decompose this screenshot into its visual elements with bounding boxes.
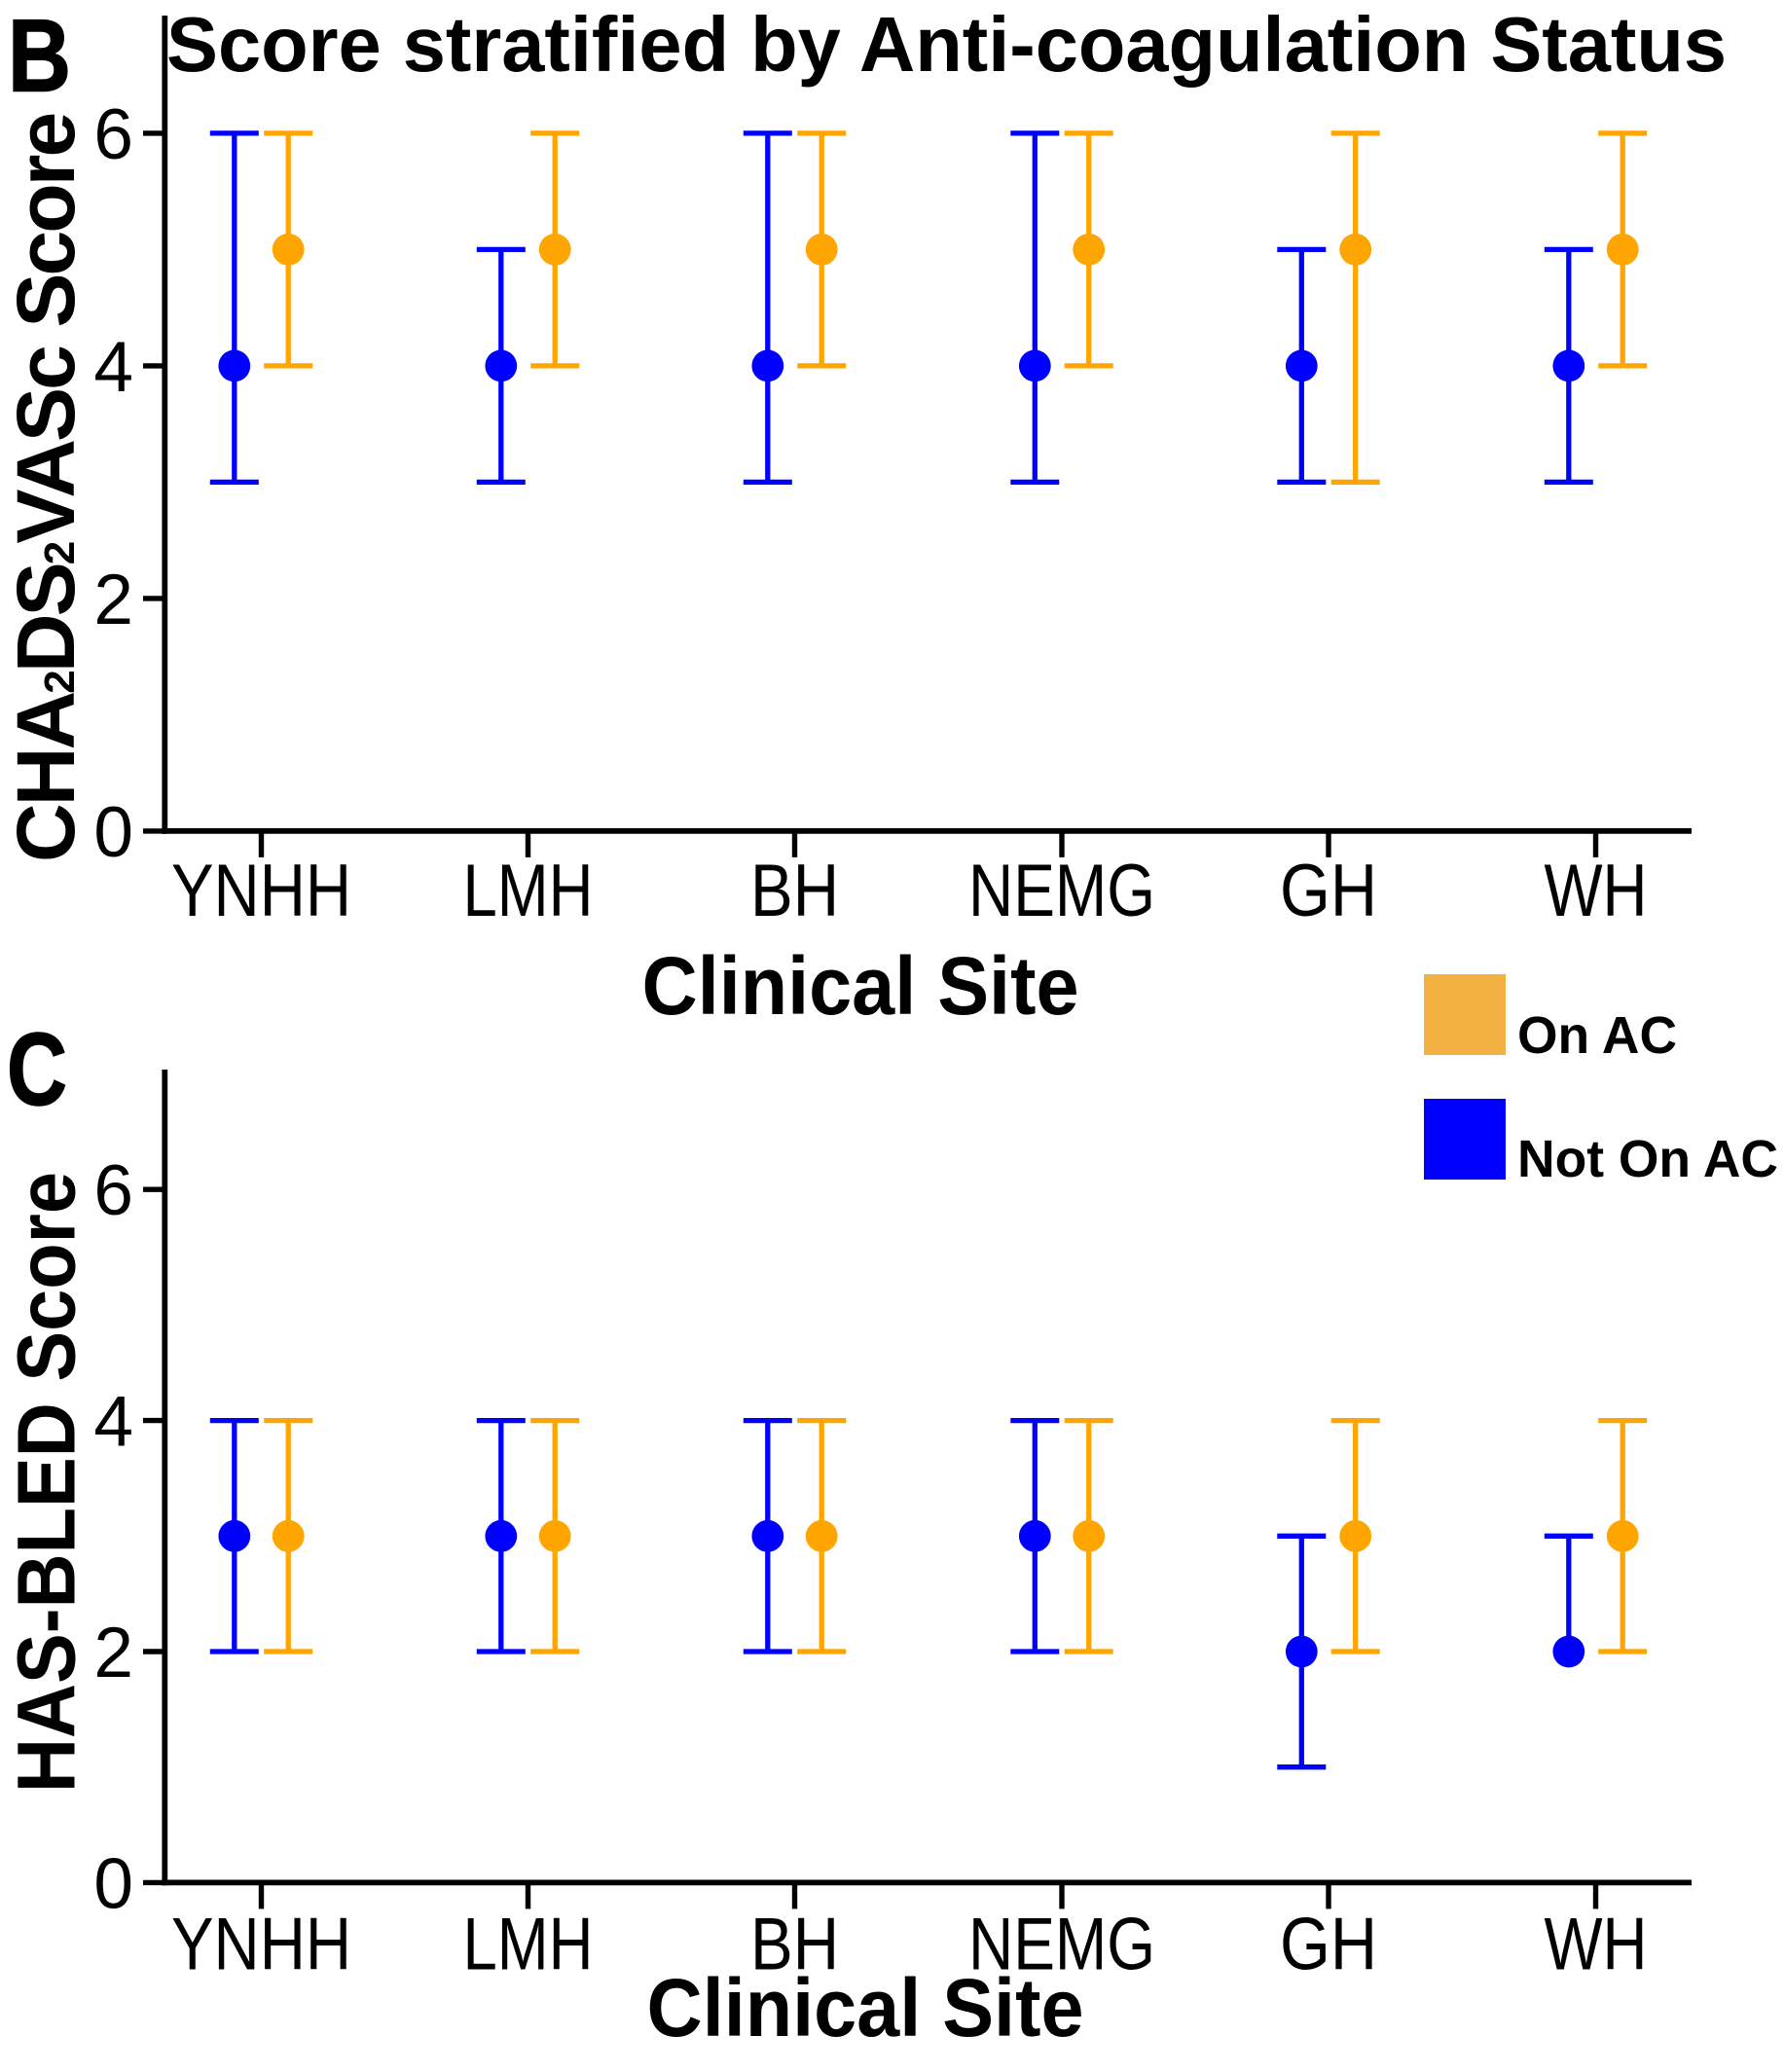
- svg-text:Not On AC: Not On AC: [1517, 1130, 1778, 1188]
- svg-text:HAS-BLED Score: HAS-BLED Score: [1, 1172, 92, 1793]
- svg-text:6: 6: [93, 95, 133, 174]
- svg-text:LMH: LMH: [463, 1904, 594, 1986]
- svg-text:LMH: LMH: [463, 850, 594, 932]
- svg-text:2: 2: [93, 1614, 133, 1692]
- svg-text:2: 2: [93, 561, 133, 639]
- svg-text:0: 0: [93, 793, 133, 872]
- svg-text:C: C: [7, 1012, 67, 1127]
- svg-text:WH: WH: [1545, 850, 1648, 932]
- svg-text:Score stratified by Anti-coagu: Score stratified by Anti-coagulation Sta…: [166, 1, 1727, 88]
- svg-text:4: 4: [93, 1383, 133, 1462]
- svg-text:GH: GH: [1280, 1904, 1377, 1986]
- svg-text:6: 6: [93, 1151, 133, 1230]
- svg-text:YNHH: YNHH: [171, 1904, 351, 1986]
- svg-text:YNHH: YNHH: [171, 850, 351, 932]
- svg-text:NEMG: NEMG: [968, 850, 1155, 932]
- svg-text:4: 4: [93, 328, 133, 407]
- svg-text:WH: WH: [1545, 1904, 1648, 1986]
- svg-text:BH: BH: [750, 850, 839, 932]
- svg-text:GH: GH: [1280, 850, 1377, 932]
- svg-text:B: B: [8, 0, 71, 114]
- svg-text:BH: BH: [750, 1904, 839, 1986]
- svg-text:CHA2DS2VASc Score: CHA2DS2VASc Score: [0, 114, 91, 862]
- svg-text:Clinical Site: Clinical Site: [647, 1962, 1084, 2054]
- svg-text:Clinical Site: Clinical Site: [642, 940, 1079, 1032]
- svg-text:On AC: On AC: [1517, 1006, 1677, 1065]
- svg-text:0: 0: [93, 1844, 133, 1923]
- svg-text:NEMG: NEMG: [968, 1904, 1155, 1986]
